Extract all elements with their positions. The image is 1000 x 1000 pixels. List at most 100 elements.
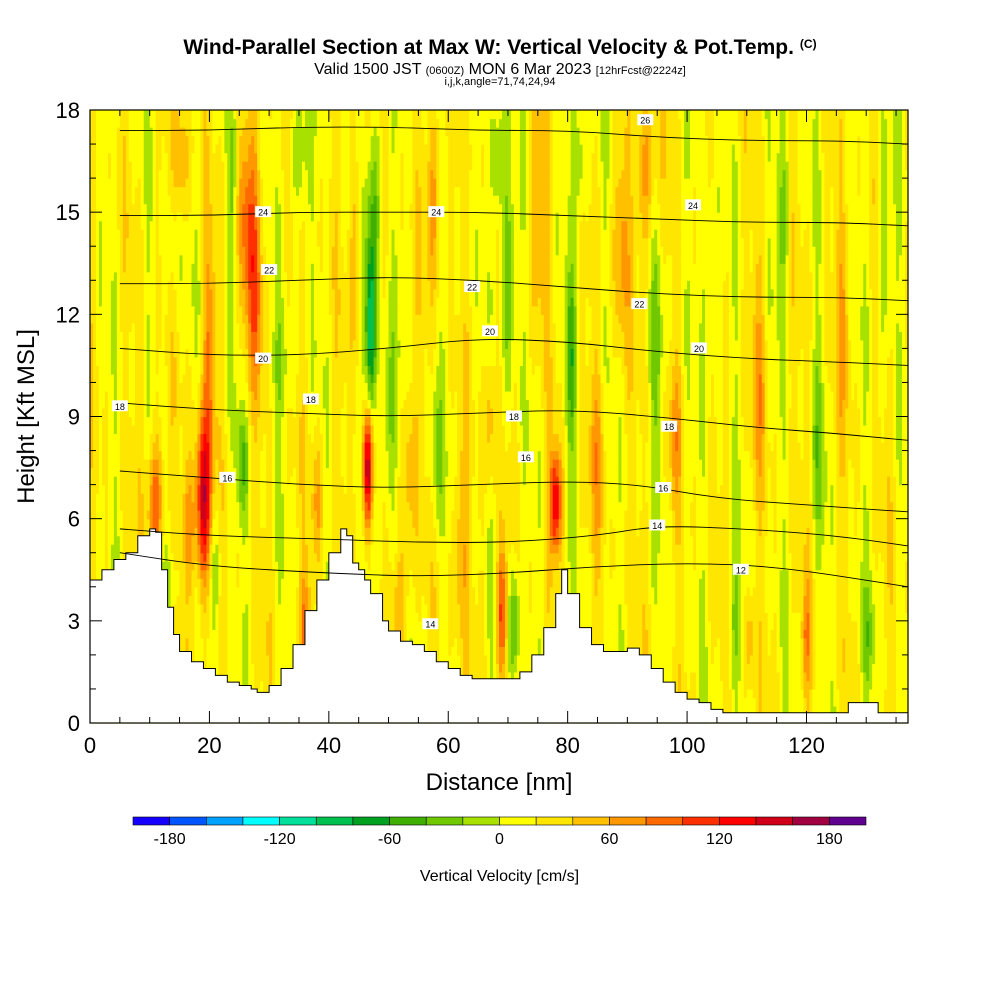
velocity-cell <box>92 152 97 162</box>
velocity-cell <box>107 203 112 213</box>
velocity-cell <box>125 297 130 307</box>
velocity-cell <box>167 237 172 247</box>
velocity-cell <box>173 195 178 205</box>
velocity-cell <box>107 254 112 264</box>
velocity-cell <box>125 280 130 290</box>
velocity-cell <box>170 314 175 324</box>
velocity-cell <box>161 425 166 435</box>
velocity-cell <box>176 620 181 630</box>
velocity-cell <box>128 305 133 315</box>
velocity-cell <box>161 433 166 443</box>
velocity-cell <box>122 476 127 486</box>
velocity-cell <box>146 356 151 367</box>
velocity-cell <box>113 433 118 443</box>
velocity-cell <box>143 127 148 137</box>
velocity-cell <box>90 203 94 213</box>
velocity-cell <box>161 144 166 154</box>
velocity-cell <box>173 450 178 460</box>
velocity-cell <box>134 314 139 324</box>
velocity-cell <box>128 416 133 426</box>
velocity-cell <box>119 450 124 460</box>
velocity-cell <box>170 561 175 571</box>
velocity-cell <box>179 280 184 290</box>
velocity-cell <box>167 331 172 341</box>
velocity-cell <box>90 322 94 332</box>
velocity-cell <box>149 459 154 469</box>
velocity-cell <box>164 339 169 349</box>
velocity-cell <box>143 365 148 375</box>
velocity-cell <box>122 169 127 179</box>
velocity-cell <box>125 161 130 171</box>
velocity-cell <box>92 373 97 384</box>
velocity-cell <box>179 263 184 273</box>
velocity-cell <box>158 518 163 528</box>
velocity-cell <box>116 416 121 426</box>
velocity-cell <box>140 510 145 520</box>
velocity-cell <box>131 254 136 264</box>
velocity-cell <box>104 407 109 418</box>
velocity-cell <box>179 195 184 205</box>
velocity-cell <box>170 271 175 281</box>
velocity-cell <box>110 246 115 256</box>
velocity-cell <box>119 322 124 332</box>
velocity-cell <box>110 433 115 443</box>
velocity-cell <box>95 169 100 179</box>
velocity-cell <box>179 382 184 392</box>
velocity-cell <box>92 493 97 503</box>
velocity-cell <box>98 322 103 332</box>
velocity-cell <box>137 169 142 179</box>
velocity-cell <box>140 373 145 384</box>
velocity-cell <box>176 629 181 639</box>
velocity-cell <box>98 382 103 392</box>
velocity-cell <box>173 229 178 239</box>
velocity-cell <box>158 118 163 128</box>
velocity-cell <box>107 246 112 256</box>
velocity-cell <box>92 144 97 154</box>
velocity-cell <box>131 186 136 196</box>
velocity-cell <box>95 493 100 503</box>
velocity-cell <box>152 314 157 324</box>
velocity-cell <box>113 195 118 205</box>
velocity-cell <box>128 246 133 256</box>
velocity-cell <box>158 127 163 137</box>
velocity-cell <box>110 518 115 528</box>
velocity-cell <box>137 390 142 401</box>
velocity-cell <box>107 305 112 315</box>
velocity-cell <box>134 339 139 349</box>
velocity-cell <box>113 110 118 120</box>
velocity-cell <box>98 203 103 213</box>
velocity-cell <box>140 203 145 213</box>
title-text: Wind-Parallel Section at Max W: Vertical… <box>183 36 794 59</box>
velocity-cell <box>110 314 115 324</box>
velocity-cell <box>101 212 106 222</box>
velocity-cell <box>131 237 136 247</box>
velocity-cell <box>161 390 166 401</box>
velocity-cell <box>179 399 184 409</box>
velocity-cell <box>143 518 148 528</box>
velocity-cell <box>149 339 154 349</box>
velocity-cell <box>104 195 109 205</box>
velocity-cell <box>173 305 178 315</box>
velocity-cell <box>116 322 121 332</box>
velocity-cell <box>128 229 133 239</box>
velocity-cell <box>167 476 172 486</box>
velocity-cell <box>104 178 109 188</box>
velocity-cell <box>101 110 106 120</box>
velocity-cell <box>128 382 133 392</box>
velocity-cell <box>176 118 181 128</box>
velocity-cell <box>113 280 118 290</box>
velocity-cell <box>182 629 187 639</box>
velocity-cell <box>179 220 184 230</box>
velocity-cell <box>113 535 118 545</box>
velocity-cell <box>179 135 184 145</box>
velocity-cell <box>152 127 157 137</box>
velocity-cell <box>104 425 109 435</box>
velocity-cell <box>164 365 169 375</box>
velocity-cell <box>182 586 187 596</box>
velocity-cell <box>143 161 148 171</box>
velocity-cell <box>176 442 181 452</box>
velocity-cell <box>158 178 163 188</box>
velocity-cell <box>122 373 127 384</box>
velocity-cell <box>107 169 112 179</box>
velocity-cell <box>116 535 121 545</box>
